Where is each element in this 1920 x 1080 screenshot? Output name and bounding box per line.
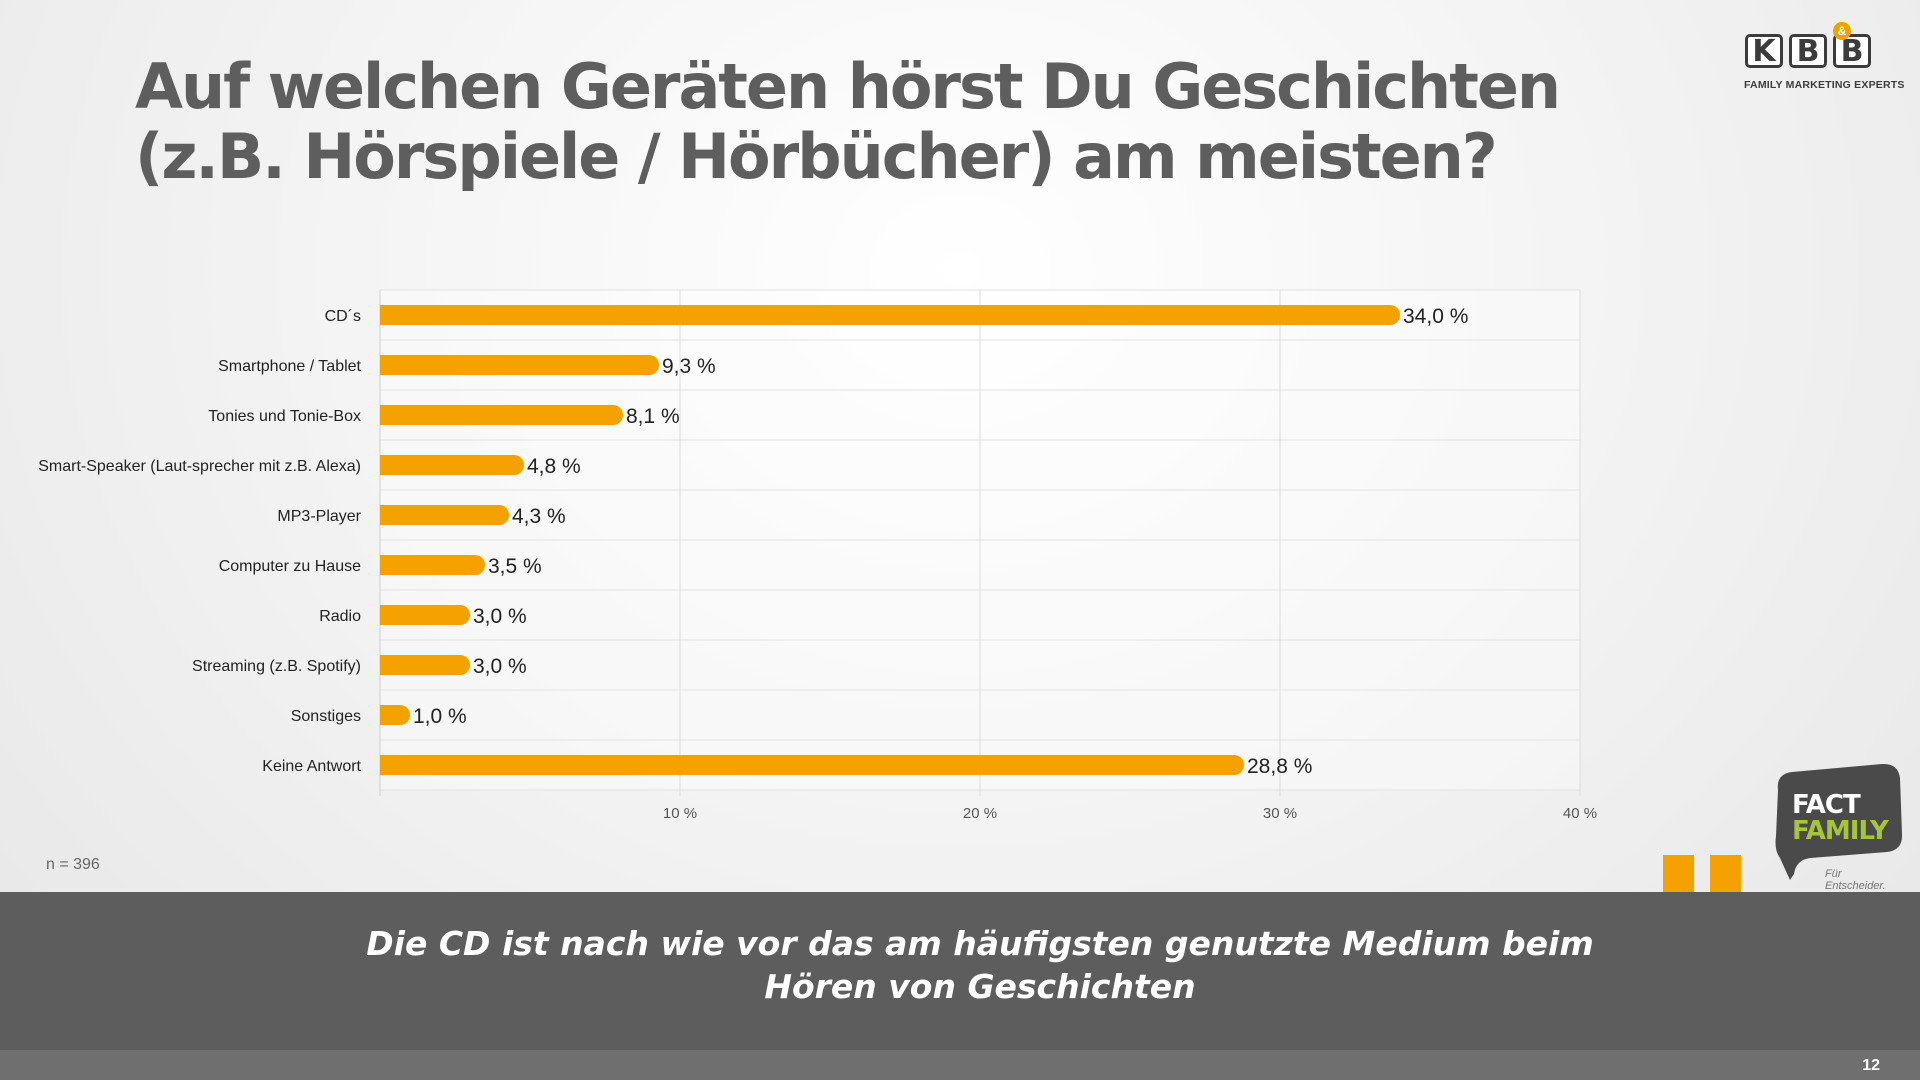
- x-tick-label: 40 %: [1563, 805, 1597, 822]
- footer-band: 12: [0, 1050, 1920, 1080]
- page-number: 12: [1862, 1057, 1880, 1074]
- bar: [380, 555, 485, 575]
- conclusion-text: Die CD ist nach wie vor das am häufigste…: [366, 924, 1594, 1006]
- bar-base: [380, 755, 392, 775]
- x-tick-label: 10 %: [663, 805, 697, 822]
- category-label: Tonies und Tonie-Box: [208, 408, 361, 425]
- category-label: Computer zu Hause: [219, 558, 361, 575]
- category-label: Smart-Speaker (Laut-sprecher mit z.B. Al…: [38, 458, 361, 475]
- data-label: 4,8 %: [527, 455, 581, 478]
- kbb-logo: K B B & FAMILY MARKETING EXPERTS: [1740, 22, 1904, 97]
- sample-size-note: n = 396: [46, 856, 100, 873]
- bar-base: [380, 555, 392, 575]
- data-label: 1,0 %: [413, 705, 467, 728]
- category-label: MP3-Player: [277, 508, 361, 525]
- logo-letter-b1: B: [1789, 34, 1827, 69]
- bar-base: [380, 455, 392, 475]
- bar: [380, 405, 623, 425]
- page-title: Auf welchen Geräten hörst Du Geschichten…: [135, 50, 1561, 193]
- bar: [380, 355, 659, 375]
- x-tick-label: 20 %: [963, 805, 997, 822]
- data-label: 4,3 %: [512, 505, 566, 528]
- data-label: 9,3 %: [662, 355, 716, 378]
- fact-family-tagline: Für Entscheider.: [1825, 868, 1886, 892]
- bar: [380, 455, 524, 475]
- data-label: 3,0 %: [473, 655, 527, 678]
- logo-tagline: FAMILY MARKETING EXPERTS: [1744, 79, 1905, 91]
- bar-base: [380, 405, 392, 425]
- bar: [380, 305, 1400, 325]
- bar-base: [380, 305, 392, 325]
- fact-label: FACT: [1792, 790, 1861, 820]
- bar: [380, 505, 509, 525]
- category-label: Smartphone / Tablet: [218, 358, 361, 375]
- data-label: 3,0 %: [473, 605, 527, 628]
- data-label: 3,5 %: [488, 555, 542, 578]
- bar: [380, 605, 470, 625]
- bar: [380, 655, 470, 675]
- conclusion-band: Die CD ist nach wie vor das am häufigste…: [0, 892, 1920, 1050]
- data-label: 34,0 %: [1403, 305, 1468, 328]
- data-label: 28,8 %: [1247, 755, 1312, 778]
- category-label: Radio: [319, 608, 361, 625]
- bar-base: [380, 655, 392, 675]
- category-label: CD´s: [325, 308, 361, 325]
- x-tick-label: 30 %: [1263, 805, 1297, 822]
- bar-base: [380, 355, 392, 375]
- family-label: FAMILY: [1792, 816, 1889, 846]
- bar: [380, 755, 1244, 775]
- bar-base: [380, 505, 392, 525]
- category-label: Sonstiges: [291, 708, 361, 725]
- logo-ampersand: &: [1833, 22, 1851, 40]
- bar-chart: 10 % 20 % 30 % 40 % CD´s 34,0 % Smartphone / T…: [38, 289, 1597, 822]
- category-label: Streaming (z.B. Spotify): [192, 658, 361, 675]
- data-label: 8,1 %: [626, 405, 680, 428]
- fact-family-badge: FACT FAMILY Für Entscheider.: [1770, 762, 1905, 892]
- bar-base: [380, 605, 392, 625]
- category-label: Keine Antwort: [262, 758, 361, 775]
- bar-base: [380, 705, 392, 725]
- logo-letter-k: K: [1745, 34, 1783, 69]
